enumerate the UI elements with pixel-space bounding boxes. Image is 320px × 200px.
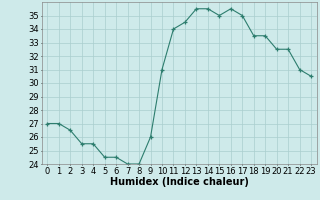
X-axis label: Humidex (Indice chaleur): Humidex (Indice chaleur) (110, 177, 249, 187)
